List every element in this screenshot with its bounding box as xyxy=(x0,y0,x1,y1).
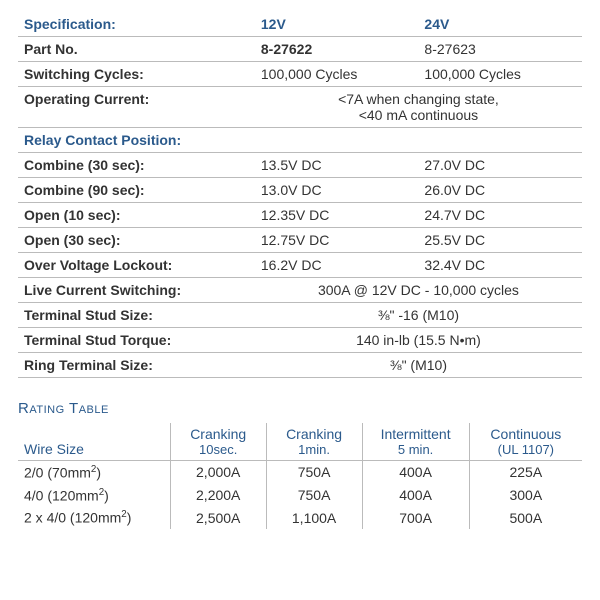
open30-24v: 25.5V DC xyxy=(418,228,582,253)
rating-hdr-cont: Continuous (UL 1107) xyxy=(469,423,582,461)
livecurrent-label: Live Current Switching: xyxy=(18,278,255,303)
livecurrent-value: 300A @ 12V DC - 10,000 cycles xyxy=(255,278,582,303)
studtorque-value: 140 in-lb (15.5 N•m) xyxy=(255,328,582,353)
rating-hdr-crank1-a: Cranking xyxy=(286,426,342,442)
opcurrent-value: <7A when changing state, <40 mA continuo… xyxy=(255,87,582,128)
rating-hdr-crank1: Cranking 1min. xyxy=(266,423,362,461)
overvolt-12v: 16.2V DC xyxy=(255,253,419,278)
overvolt-label: Over Voltage Lockout: xyxy=(18,253,255,278)
open30-label: Open (30 sec): xyxy=(18,228,255,253)
rating-row: 2 x 4/0 (120mm2) 2,500A 1,100A 700A 500A xyxy=(18,506,582,529)
partno-24v: 8-27623 xyxy=(418,37,582,62)
open10-label: Open (10 sec): xyxy=(18,203,255,228)
opcurrent-label: Operating Current: xyxy=(18,87,255,128)
spec-header-12v: 12V xyxy=(255,12,419,37)
rating-c2: 750A xyxy=(266,461,362,484)
studsize-value: ⅜" -16 (M10) xyxy=(255,303,582,328)
switching-24v: 100,000 Cycles xyxy=(418,62,582,87)
relay-section: Relay Contact Position: xyxy=(18,128,582,153)
rating-hdr-cont-a: Continuous xyxy=(490,426,561,442)
rating-c1: 2,200A xyxy=(170,484,266,507)
rating-hdr-crank10: Cranking 10sec. xyxy=(170,423,266,461)
rating-hdr-crank1-b: 1min. xyxy=(273,442,356,457)
rating-c2: 1,100A xyxy=(266,506,362,529)
rating-hdr-crank10-a: Cranking xyxy=(190,426,246,442)
open30-12v: 12.75V DC xyxy=(255,228,419,253)
spec-header-label: Specification: xyxy=(18,12,255,37)
rating-c1: 2,000A xyxy=(170,461,266,484)
switching-12v: 100,000 Cycles xyxy=(255,62,419,87)
rating-c4: 300A xyxy=(469,484,582,507)
rating-table-title: Rating Table xyxy=(18,400,582,417)
opcurrent-line1: <7A when changing state, xyxy=(261,91,576,107)
specification-table: Specification: 12V 24V Part No. 8-27622 … xyxy=(18,12,582,378)
rating-hdr-inter-a: Intermittent xyxy=(381,426,451,442)
rating-c2: 750A xyxy=(266,484,362,507)
combine30-24v: 27.0V DC xyxy=(418,153,582,178)
studsize-label: Terminal Stud Size: xyxy=(18,303,255,328)
combine90-label: Combine (90 sec): xyxy=(18,178,255,203)
overvolt-24v: 32.4V DC xyxy=(418,253,582,278)
combine30-12v: 13.5V DC xyxy=(255,153,419,178)
rating-c4: 225A xyxy=(469,461,582,484)
combine90-12v: 13.0V DC xyxy=(255,178,419,203)
rating-hdr-wire: Wire Size xyxy=(18,423,170,461)
rating-c3: 400A xyxy=(362,461,469,484)
rating-wire: 2 x 4/0 (120mm2) xyxy=(18,506,170,529)
spec-header-24v: 24V xyxy=(418,12,582,37)
rating-hdr-cont-b: (UL 1107) xyxy=(476,442,576,457)
ringterminal-value: ⅜" (M10) xyxy=(255,353,582,378)
combine30-label: Combine (30 sec): xyxy=(18,153,255,178)
rating-row: 2/0 (70mm2) 2,000A 750A 400A 225A xyxy=(18,461,582,484)
rating-hdr-inter-b: 5 min. xyxy=(369,442,463,457)
rating-c4: 500A xyxy=(469,506,582,529)
rating-c3: 700A xyxy=(362,506,469,529)
open10-12v: 12.35V DC xyxy=(255,203,419,228)
ringterminal-label: Ring Terminal Size: xyxy=(18,353,255,378)
open10-24v: 24.7V DC xyxy=(418,203,582,228)
rating-c1: 2,500A xyxy=(170,506,266,529)
rating-hdr-inter: Intermittent 5 min. xyxy=(362,423,469,461)
rating-table: Wire Size Cranking 10sec. Cranking 1min.… xyxy=(18,423,582,529)
switching-label: Switching Cycles: xyxy=(18,62,255,87)
studtorque-label: Terminal Stud Torque: xyxy=(18,328,255,353)
rating-c3: 400A xyxy=(362,484,469,507)
rating-row: 4/0 (120mm2) 2,200A 750A 400A 300A xyxy=(18,484,582,507)
rating-wire: 2/0 (70mm2) xyxy=(18,461,170,484)
combine90-24v: 26.0V DC xyxy=(418,178,582,203)
opcurrent-line2: <40 mA continuous xyxy=(261,107,576,123)
rating-wire: 4/0 (120mm2) xyxy=(18,484,170,507)
partno-12v: 8-27622 xyxy=(255,37,419,62)
partno-label: Part No. xyxy=(18,37,255,62)
rating-hdr-crank10-b: 10sec. xyxy=(177,442,260,457)
